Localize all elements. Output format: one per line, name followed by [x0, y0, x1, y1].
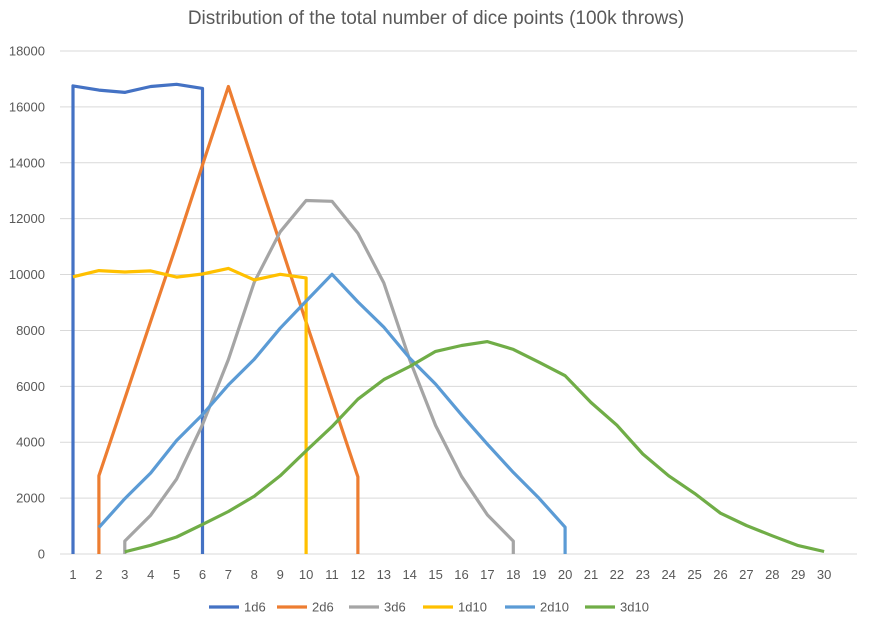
- series-line-1d10: [72, 266, 308, 554]
- x-tick-label: 4: [147, 567, 154, 582]
- x-tick-label: 2: [95, 567, 102, 582]
- y-tick-label: 2000: [16, 491, 45, 506]
- x-tick-label: 21: [584, 567, 598, 582]
- series-line-1d6: [71, 82, 205, 554]
- y-tick-label: 14000: [9, 155, 45, 170]
- y-tick-label: 8000: [16, 323, 45, 338]
- legend-label-2d6: 2d6: [312, 600, 334, 615]
- legend-label-1d10: 1d10: [458, 600, 487, 615]
- x-tick-label: 24: [661, 567, 675, 582]
- series-line-2d10: [97, 272, 567, 554]
- series-lines: [71, 82, 825, 554]
- x-tick-label: 13: [377, 567, 391, 582]
- x-tick-label: 3: [121, 567, 128, 582]
- x-tick-label: 30: [817, 567, 831, 582]
- legend-label-1d6: 1d6: [244, 600, 266, 615]
- x-tick-label: 19: [532, 567, 546, 582]
- y-tick-label: 4000: [16, 435, 45, 450]
- x-tick-label: 16: [454, 567, 468, 582]
- x-tick-label: 7: [225, 567, 232, 582]
- series-line-3d6: [123, 198, 515, 554]
- x-tick-label: 17: [480, 567, 494, 582]
- x-tick-label: 10: [299, 567, 313, 582]
- x-tick-label: 28: [765, 567, 779, 582]
- y-tick-label: 10000: [9, 267, 45, 282]
- x-tick-label: 8: [251, 567, 258, 582]
- x-tick-label: 11: [325, 567, 339, 582]
- x-tick-label: 5: [173, 567, 180, 582]
- legend-label-2d10: 2d10: [540, 600, 569, 615]
- x-tick-label: 15: [428, 567, 442, 582]
- x-tick-label: 27: [739, 567, 753, 582]
- x-tick-label: 9: [277, 567, 284, 582]
- x-axis: 1 2 3 4 5 6 7 8 9 10 11 12 13 14 15 16 17 18 19 20 21 22 23 24 2…: [69, 567, 831, 582]
- y-axis: 0 2000 4000 6000 8000 10000 12000 14000 16000 180…: [9, 44, 45, 562]
- x-tick-label: 22: [610, 567, 624, 582]
- x-tick-label: 12: [351, 567, 365, 582]
- x-tick-label: 14: [402, 567, 416, 582]
- x-tick-label: 1: [69, 567, 76, 582]
- chart-title: Distribution of the total number of dice…: [188, 8, 684, 29]
- y-tick-label: 0: [38, 547, 45, 562]
- gridlines: [60, 50, 857, 555]
- legend: 1d6 2d6 3d6 1d10 2d10 3d10: [209, 600, 649, 615]
- legend-label-3d10: 3d10: [620, 600, 649, 615]
- x-tick-label: 23: [636, 567, 650, 582]
- x-tick-label: 26: [713, 567, 727, 582]
- y-tick-label: 18000: [9, 44, 45, 59]
- x-tick-label: 25: [687, 567, 701, 582]
- x-tick-label: 6: [199, 567, 206, 582]
- y-tick-label: 6000: [16, 379, 45, 394]
- legend-label-3d6: 3d6: [384, 600, 406, 615]
- x-tick-label: 20: [558, 567, 572, 582]
- series-line-3d10: [124, 340, 825, 554]
- y-tick-label: 16000: [9, 99, 45, 114]
- x-tick-label: 18: [506, 567, 520, 582]
- series-line-2d6: [97, 84, 360, 554]
- x-tick-label: 29: [791, 567, 805, 582]
- y-tick-label: 12000: [9, 211, 45, 226]
